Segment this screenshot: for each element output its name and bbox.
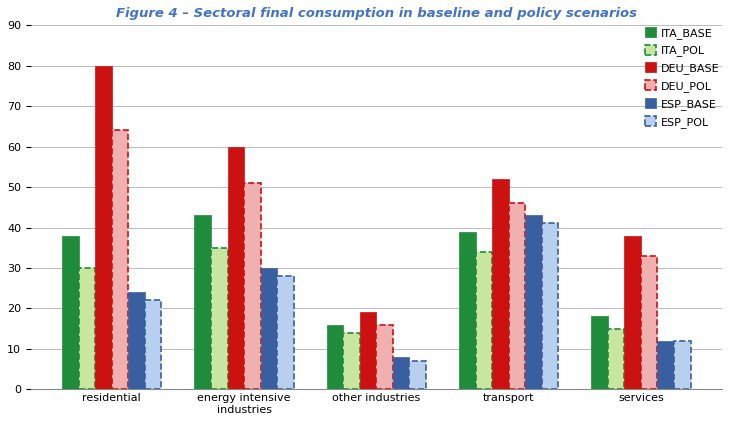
Bar [459,232,475,389]
Bar [542,224,558,389]
Bar [492,179,509,389]
Bar [62,235,79,389]
Bar [343,333,360,389]
Bar [410,361,426,389]
Bar [674,341,690,389]
Bar [145,300,161,389]
Bar [112,130,128,389]
Bar [277,276,294,389]
Bar [261,268,277,389]
Bar [211,248,227,389]
Bar [360,312,376,389]
Bar [641,256,658,389]
Bar [376,325,393,389]
Bar [475,252,492,389]
Bar [525,215,542,389]
Bar [608,329,625,389]
Bar [625,235,641,389]
Bar [128,292,145,389]
Title: Figure 4 – Sectoral final consumption in baseline and policy scenarios: Figure 4 – Sectoral final consumption in… [116,7,637,20]
Bar [327,325,343,389]
Bar [195,215,211,389]
Bar [95,66,112,389]
Bar [591,316,608,389]
Bar [244,183,261,389]
Bar [658,341,674,389]
Bar [393,357,410,389]
Bar [509,203,525,389]
Bar [227,146,244,389]
Legend: ITA_BASE, ITA_POL, DEU_BASE, DEU_POL, ESP_BASE, ESP_POL: ITA_BASE, ITA_POL, DEU_BASE, DEU_POL, ES… [642,24,723,131]
Bar [79,268,95,389]
